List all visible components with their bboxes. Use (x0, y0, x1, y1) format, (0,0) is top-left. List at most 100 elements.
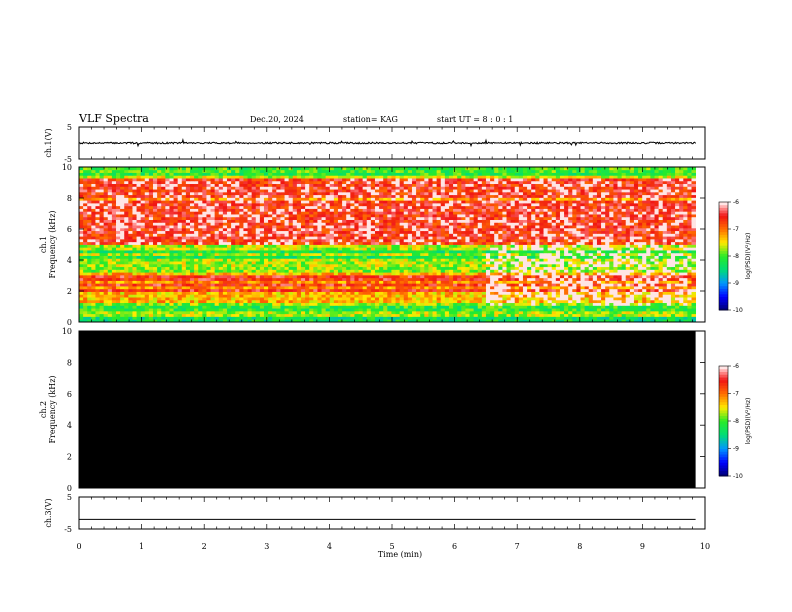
ch1-spectrogram-cell (83, 263, 88, 268)
ch1-spectrogram-cell (194, 250, 199, 254)
ch1-spectrogram-cell (510, 319, 516, 323)
ch1-spectrogram-cell (79, 297, 84, 301)
ch1-spectrogram-cell (222, 241, 228, 245)
ch1-spectrogram-cell (116, 291, 121, 295)
ch1-spectrogram-cell (202, 252, 207, 256)
ch1-spectrogram-cell (592, 308, 598, 312)
ch1-spectrogram-cell (601, 299, 606, 304)
ch1-spectrogram-cell (432, 244, 438, 248)
ch1-spectrogram-cell (407, 286, 413, 290)
ch1-spectrogram-cell (477, 269, 483, 273)
ch1-spectrogram-cell (284, 252, 290, 256)
ch1-spectrogram-cell (272, 305, 277, 309)
ch1-spectrogram-cell (107, 238, 113, 243)
ch1-spectrogram-cell (263, 299, 269, 304)
ch1-spectrogram-cell (518, 274, 524, 279)
ch1-spectrogram-cell (633, 238, 639, 243)
ch1-spectrogram-cell (226, 308, 232, 312)
ch1-spectrogram-cell (362, 266, 368, 270)
ch1-spectrogram-cell (218, 236, 224, 240)
ch1-spectrogram-cell (144, 258, 150, 262)
ch1-spectrogram-cell (670, 238, 676, 243)
ch1-spectrogram-cell (218, 274, 224, 279)
ch1-spectrogram-cell (691, 299, 697, 304)
ch1-spectrogram-cell (235, 319, 240, 323)
ch1-spectrogram-cell (165, 258, 170, 262)
ch1-spectrogram-cell (144, 252, 150, 256)
ch1-spectrogram-cell (502, 288, 507, 292)
ch1-spectrogram-cell (136, 288, 142, 292)
ch1-spectrogram-cell (584, 255, 590, 259)
ch1-spectrogram-cell (518, 286, 524, 290)
ch1-spectrogram-cell (633, 302, 639, 306)
ch1-spectrogram-cell (527, 313, 532, 317)
ch1-spectrogram-cell (148, 305, 154, 309)
ch1-spectrogram-cell (350, 233, 355, 237)
ch1-spectrogram-cell (539, 299, 544, 304)
ch1-spectrogram-cell (366, 291, 372, 295)
ch1-spectrogram-cell (473, 258, 479, 262)
ch1-spectrogram-cell (399, 266, 405, 270)
ch1-spectrogram-cell (436, 313, 442, 317)
ch1-spectrogram-cell (276, 272, 281, 276)
ch1-spectrogram-cell (547, 269, 553, 273)
ch1-spectrogram-cell (383, 236, 388, 240)
ch1-spectrogram-cell (247, 274, 253, 279)
ch1-spectrogram-cell (185, 241, 191, 245)
ch1-spectrogram-cell (399, 230, 405, 234)
ch1-spectrogram-cell (543, 294, 549, 298)
ch1-spectrogram-cell (485, 313, 491, 317)
ch1-spectrogram-cell (457, 280, 462, 284)
ch1-spectrogram-cell (387, 277, 392, 281)
ch1-spectrogram-cell (247, 283, 253, 287)
ch1-spectrogram-cell (354, 255, 359, 259)
ch1-spectrogram-cell (280, 299, 285, 304)
ch1-spectrogram-cell (407, 250, 413, 254)
ch1-spectrogram-cell (395, 308, 401, 312)
ch1-spectrogram-cell (477, 241, 483, 245)
ch1-spectrogram-cell (247, 280, 253, 284)
ch1-spectrogram-cell (79, 238, 84, 243)
ch1-spectrogram-cell (642, 244, 647, 248)
ch1-spectrogram-cell (621, 269, 627, 273)
ch1-spectrogram-cell (592, 241, 598, 245)
ch1-spectrogram-cell (206, 319, 211, 323)
ch1-spectrogram-cell (177, 255, 183, 259)
ch1-spectrogram-cell (555, 258, 561, 262)
ch1-spectrogram-cell (120, 319, 125, 323)
ch1-spectrogram-cell (654, 255, 660, 259)
ch1-spectrogram-cell (366, 261, 372, 265)
ch1-spectrogram-cell (658, 263, 664, 268)
ch1-spectrogram-cell (527, 305, 532, 309)
ch1-spectrogram-cell (625, 280, 631, 284)
ch1-spectrogram-cell (543, 297, 549, 301)
ch1-spectrogram-cell (502, 241, 507, 245)
ch1-spectrogram-cell (383, 299, 388, 304)
ch1-spectrogram-cell (522, 291, 528, 295)
ch1-spectrogram-cell (440, 297, 446, 301)
ch1-spectrogram-cell (514, 272, 520, 276)
ch1-spectrogram-cell (432, 291, 438, 295)
ch1-spectrogram-cell (485, 316, 491, 320)
ch1-spectrogram-cell (547, 291, 553, 295)
ch1-spectrogram-cell (87, 258, 92, 262)
ch1-spectrogram-cell (189, 297, 195, 301)
ch1-spectrogram-cell (506, 297, 512, 301)
ch1-spectrogram-cell (333, 294, 339, 298)
ch1-spectrogram-cell (613, 272, 618, 276)
ch1-spectrogram-cell (448, 280, 454, 284)
ch1-spectrogram-cell (547, 302, 553, 306)
ch1-spectrogram-cell (95, 294, 100, 298)
ch1-spectrogram-cell (444, 258, 450, 262)
ch1-spectrogram-cell (231, 280, 236, 284)
ch1-spectrogram-cell (206, 233, 211, 237)
ch1-spectrogram-cell (251, 230, 257, 234)
ch1-spectrogram-cell (629, 316, 635, 320)
ch1-spectrogram-cell (539, 258, 544, 262)
ch1-spectrogram-cell (226, 297, 232, 301)
ch1-spectrogram-cell (527, 244, 532, 248)
ch1-spectrogram-cell (202, 280, 207, 284)
ch1-spectrogram-cell (453, 291, 458, 295)
ch1-spectrogram-cell (555, 250, 561, 254)
ch1-spectrogram-cell (642, 308, 647, 312)
